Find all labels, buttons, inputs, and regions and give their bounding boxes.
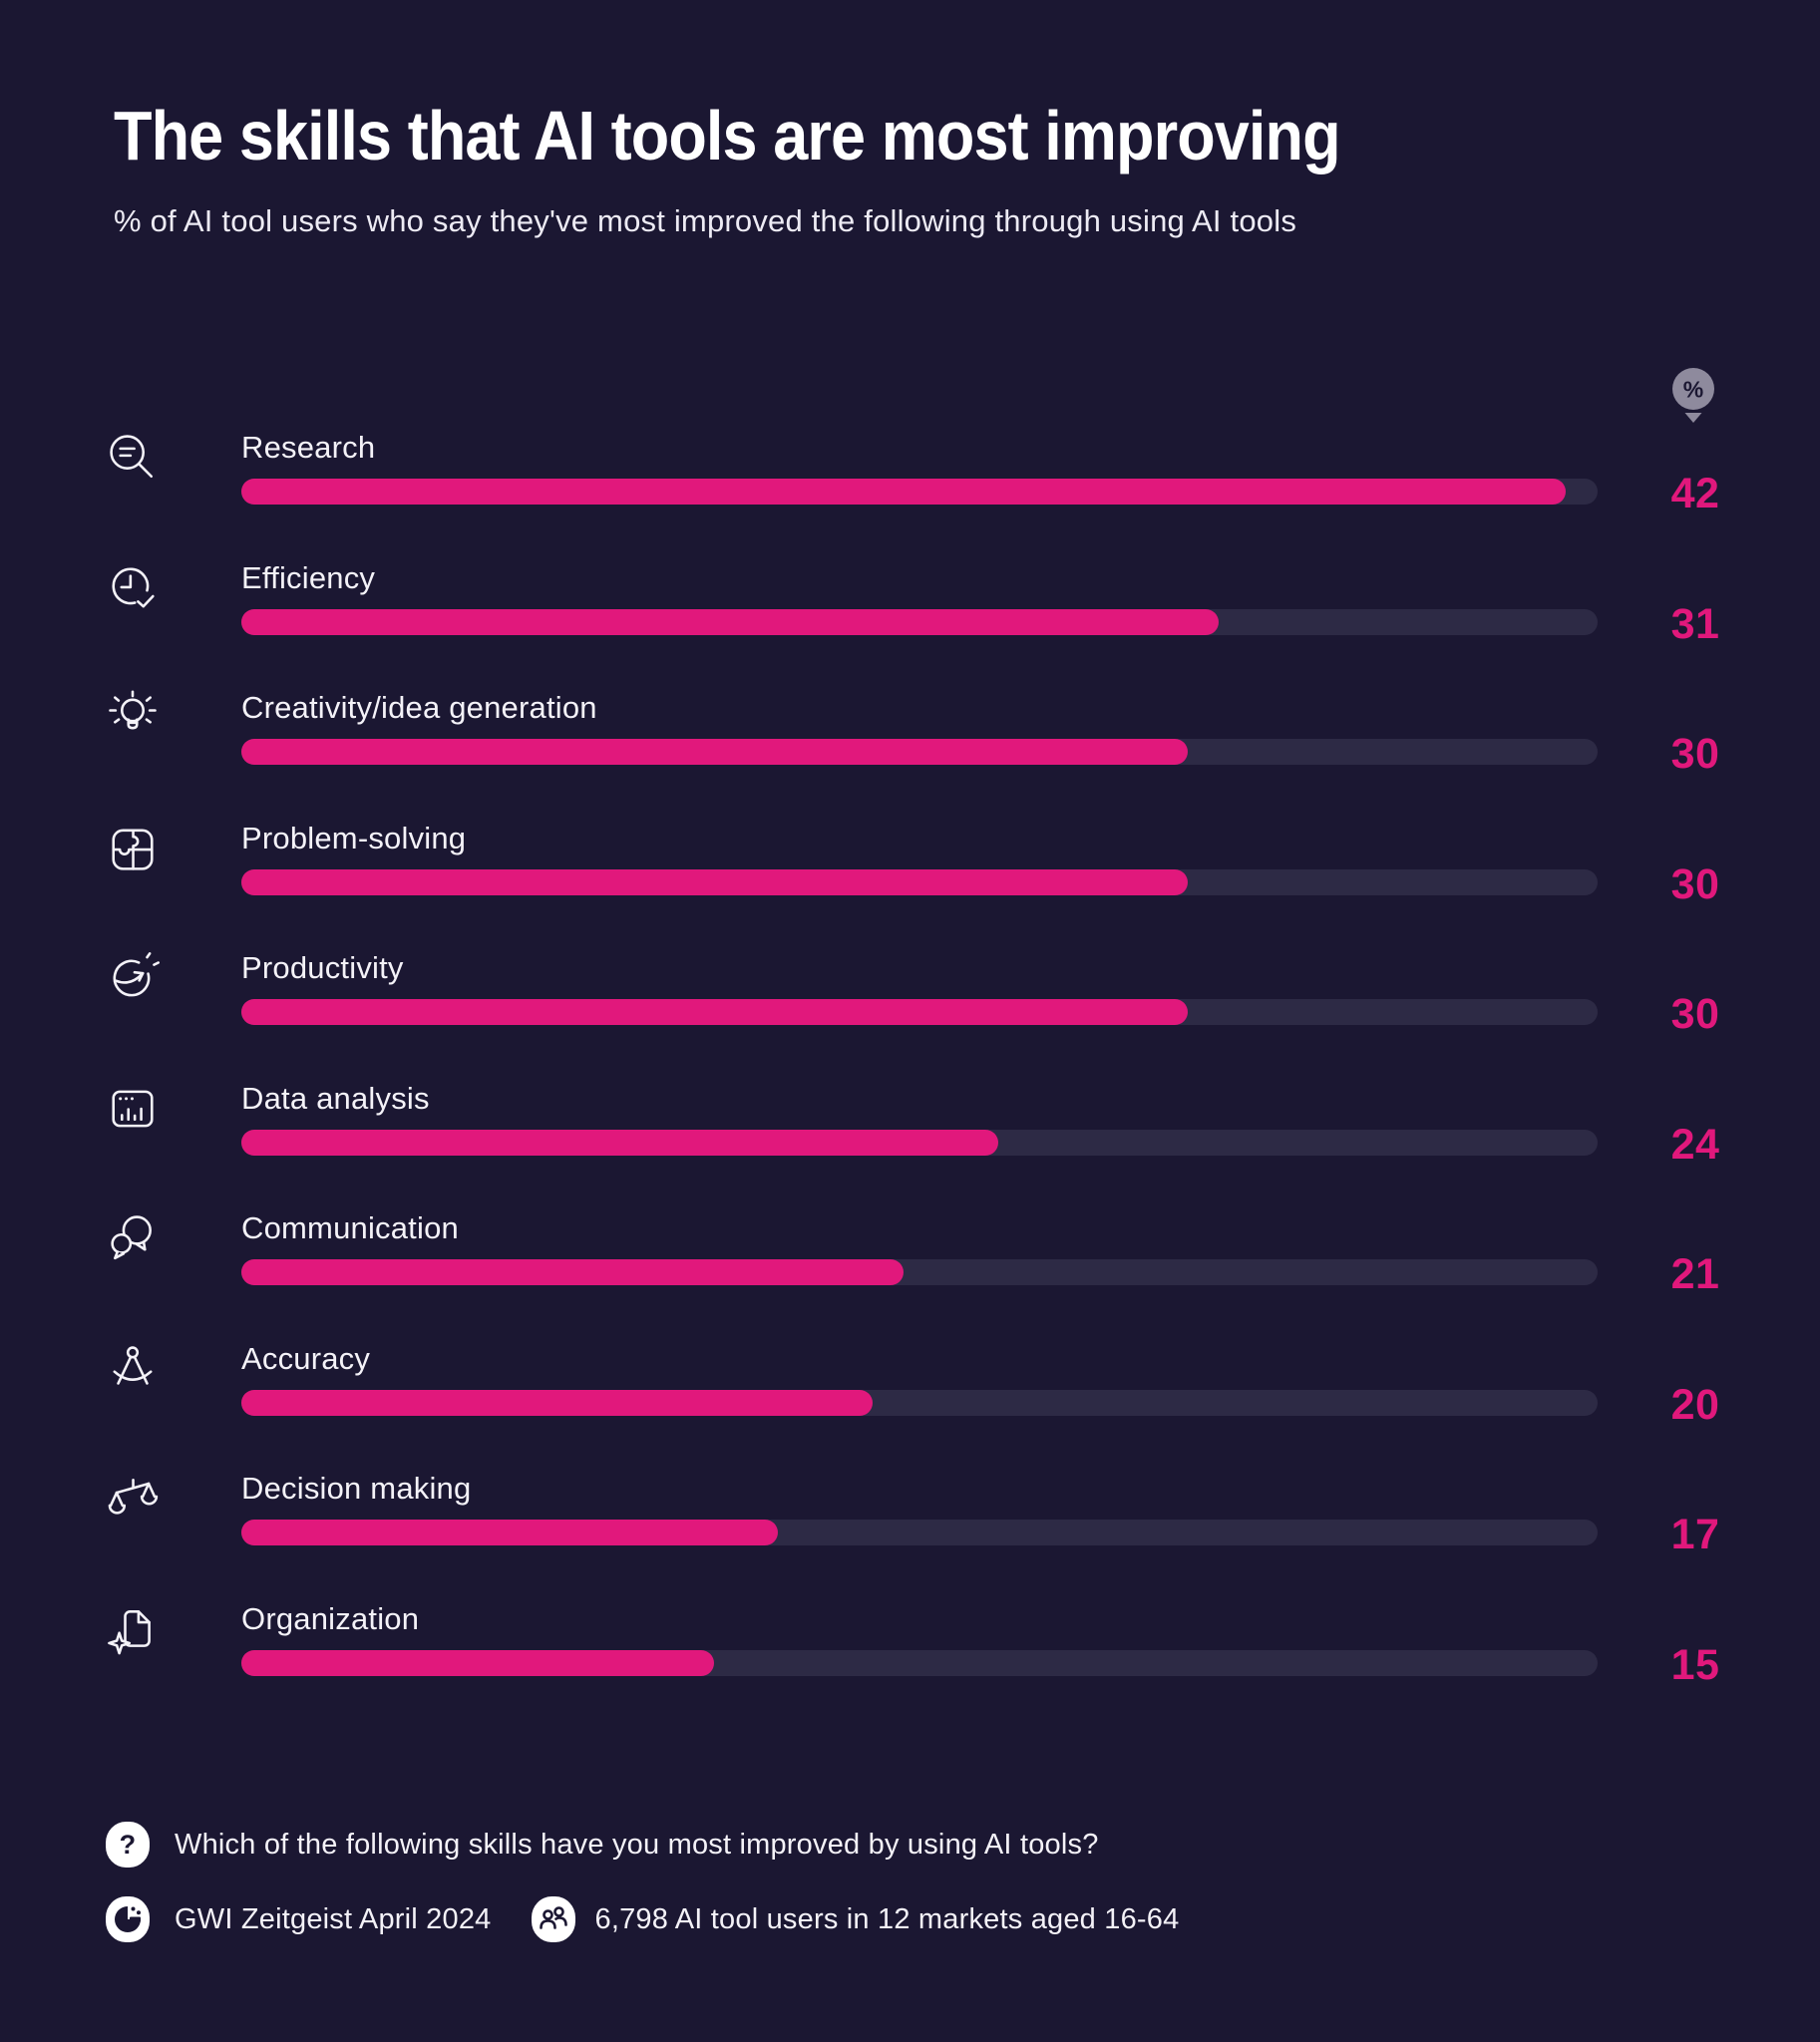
scales-icon — [108, 1478, 159, 1515]
bar-fill — [241, 868, 1188, 895]
chart-row: Efficiency 31 — [0, 546, 1820, 677]
value-label: 17 — [1670, 1511, 1720, 1558]
chart-window-icon — [112, 1090, 154, 1127]
question-icon: ? — [106, 1822, 150, 1868]
speech-bubbles-icon — [111, 1215, 152, 1260]
category-label: Research — [241, 430, 376, 465]
category-label: Decision making — [241, 1471, 472, 1506]
audience-text: 6,798 AI tool users in 12 markets aged 1… — [594, 1902, 1180, 1935]
category-label: Creativity/idea generation — [241, 690, 597, 725]
bar-fill — [241, 479, 1567, 505]
question-text: Which of the following skills have you m… — [175, 1828, 1099, 1861]
row-icon-slot — [103, 948, 163, 1008]
row-icon-slot — [103, 428, 163, 488]
document-sparkle-icon — [108, 1609, 151, 1654]
row-icon-slot — [103, 1208, 163, 1268]
bar-track — [241, 1649, 1598, 1676]
chart-row: Accuracy 20 — [0, 1327, 1820, 1458]
people-icon-glyph — [539, 1906, 567, 1929]
percent-badge-label: % — [1683, 377, 1703, 403]
bar-track — [241, 868, 1598, 895]
bar-fill — [241, 608, 1220, 635]
value-label: 31 — [1670, 599, 1720, 648]
row-icon-slot — [103, 1339, 163, 1399]
bar-track — [241, 1520, 1598, 1545]
clock-check-icon — [112, 566, 155, 607]
value-label: 30 — [1670, 859, 1720, 908]
row-icon-slot — [103, 1079, 163, 1139]
row-icon-slot — [103, 688, 163, 748]
chart-row: Creativity/idea generation 30 — [0, 676, 1820, 807]
value-label: 30 — [1670, 730, 1720, 778]
row-icon-slot — [103, 1469, 163, 1529]
page-subtitle: % of AI tool users who say they've most … — [114, 203, 1297, 238]
chart-row: Research 42 — [0, 416, 1820, 546]
page-title: The skills that AI tools are most improv… — [114, 97, 1341, 174]
bar-fill — [241, 739, 1188, 765]
question-row: ? Which of the following skills have you… — [106, 1822, 1099, 1868]
value-label: 20 — [1670, 1380, 1720, 1429]
category-label: Accuracy — [241, 1340, 371, 1376]
bar-track — [241, 608, 1598, 635]
row-icon-slot — [103, 1599, 163, 1659]
row-icon-slot — [103, 558, 163, 618]
bar-track — [241, 999, 1598, 1025]
bar-track — [241, 1389, 1598, 1416]
bar-fill — [241, 1649, 715, 1676]
bar-fill — [241, 1129, 999, 1156]
lightbulb-icon — [109, 690, 157, 730]
chart-row: Communication 21 — [0, 1196, 1820, 1327]
chart-row: Productivity 30 — [0, 936, 1820, 1067]
category-label: Organization — [241, 1600, 420, 1636]
bar-track — [241, 739, 1598, 765]
category-label: Data analysis — [241, 1080, 430, 1116]
value-label: 42 — [1670, 470, 1720, 517]
bar-fill — [241, 1389, 873, 1416]
growth-arrow-icon — [113, 952, 160, 997]
compass-icon — [113, 1345, 153, 1385]
percent-pin-icon: % — [1672, 368, 1714, 423]
category-label: Efficiency — [241, 559, 376, 595]
chart-rows: Research 42 Efficiency 31 Creativity/ide… — [0, 416, 1820, 1717]
chart-row: Data analysis 24 — [0, 1067, 1820, 1197]
gwi-logo-icon — [106, 1896, 150, 1942]
value-label: 30 — [1670, 990, 1720, 1038]
value-label: 21 — [1670, 1250, 1720, 1298]
row-icon-slot — [103, 819, 163, 878]
category-label: Problem-solving — [241, 820, 467, 855]
puzzle-icon — [112, 829, 154, 870]
percent-badge: % — [1665, 367, 1721, 427]
gwi-logo-glyph — [115, 1906, 141, 1932]
chart-row: Organization 15 — [0, 1587, 1820, 1718]
bar-fill — [241, 1259, 905, 1285]
source-text: GWI Zeitgeist April 2024 — [175, 1902, 492, 1935]
category-label: Productivity — [241, 950, 404, 985]
source-row: GWI Zeitgeist April 2024 6,798 AI tool u… — [106, 1896, 1179, 1942]
bar-track — [241, 479, 1598, 505]
value-label: 15 — [1670, 1640, 1720, 1689]
category-label: Communication — [241, 1210, 459, 1245]
bar-track — [241, 1259, 1598, 1285]
bar-fill — [241, 999, 1188, 1025]
magnifier-icon — [110, 435, 154, 479]
bar-track — [241, 1129, 1598, 1156]
chart-row: Problem-solving 30 — [0, 807, 1820, 937]
chart-row: Decision making 17 — [0, 1457, 1820, 1587]
question-icon-glyph: ? — [119, 1829, 137, 1860]
value-label: 24 — [1670, 1120, 1720, 1169]
bar-fill — [241, 1520, 778, 1545]
people-icon — [531, 1896, 575, 1942]
